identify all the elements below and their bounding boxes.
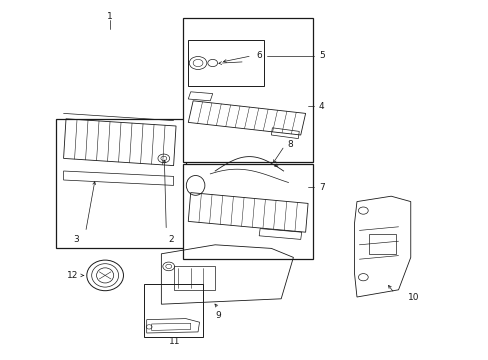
Bar	[183, 18, 312, 162]
Bar	[144, 284, 203, 337]
Text: 10: 10	[407, 292, 418, 302]
Text: 1: 1	[107, 12, 113, 21]
Text: 3: 3	[73, 235, 79, 244]
Text: 9: 9	[215, 310, 221, 320]
Text: 8: 8	[286, 140, 292, 149]
Bar	[368, 234, 395, 254]
Bar	[173, 266, 215, 290]
Text: 12: 12	[66, 271, 78, 280]
Bar	[188, 40, 264, 86]
Bar	[183, 164, 312, 259]
Text: 11: 11	[168, 337, 180, 346]
Text: 2: 2	[168, 235, 174, 244]
Text: 7: 7	[318, 183, 324, 192]
Text: 4: 4	[318, 102, 324, 111]
Text: 5: 5	[318, 51, 324, 60]
Text: 6: 6	[256, 51, 262, 60]
Bar	[56, 119, 185, 248]
